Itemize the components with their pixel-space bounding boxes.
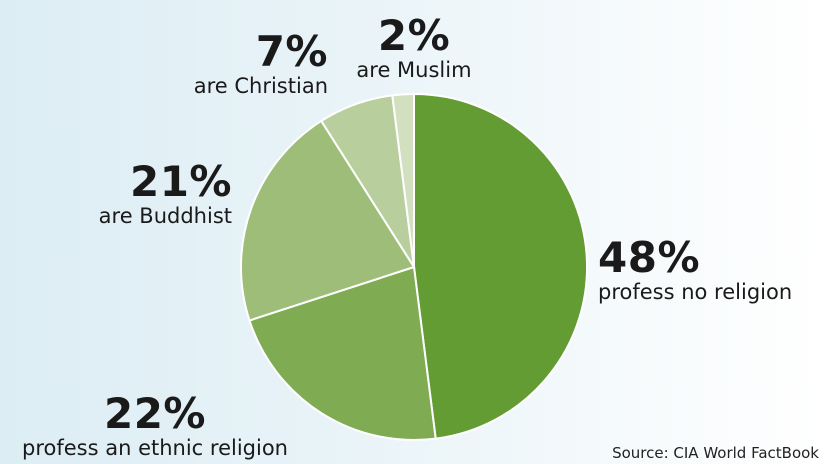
desc-buddhist: are Buddhist	[98, 204, 232, 228]
pie-slice-muslim	[391, 92, 415, 268]
slice-label-ethnic-religion: 22% profess an ethnic religion	[22, 389, 288, 461]
desc-no-religion: profess no religion	[598, 280, 793, 304]
slice-label-christian: 7% are Christian	[193, 27, 328, 99]
pie-slice-buddhist	[240, 119, 416, 322]
desc-christian: are Christian	[193, 74, 328, 98]
percent-muslim: 2%	[377, 11, 451, 60]
percent-christian: 7%	[255, 27, 328, 76]
desc-muslim: are Muslim	[356, 58, 472, 82]
slice-label-buddhist: 21% are Buddhist	[98, 157, 232, 229]
percent-buddhist: 21%	[129, 157, 232, 206]
percent-ethnic-religion: 22%	[103, 389, 207, 438]
slice-label-no-religion: 48% profess no religion	[598, 233, 793, 305]
desc-ethnic-religion: profess an ethnic religion	[22, 436, 288, 460]
slice-label-muslim: 2% are Muslim	[355, 11, 473, 83]
percent-no-religion: 48%	[598, 233, 701, 282]
pie-slice-no-religion	[413, 92, 589, 440]
source-note: Source: CIA World FactBook	[612, 444, 819, 462]
pie-slice-ethnic-religion	[248, 265, 437, 442]
